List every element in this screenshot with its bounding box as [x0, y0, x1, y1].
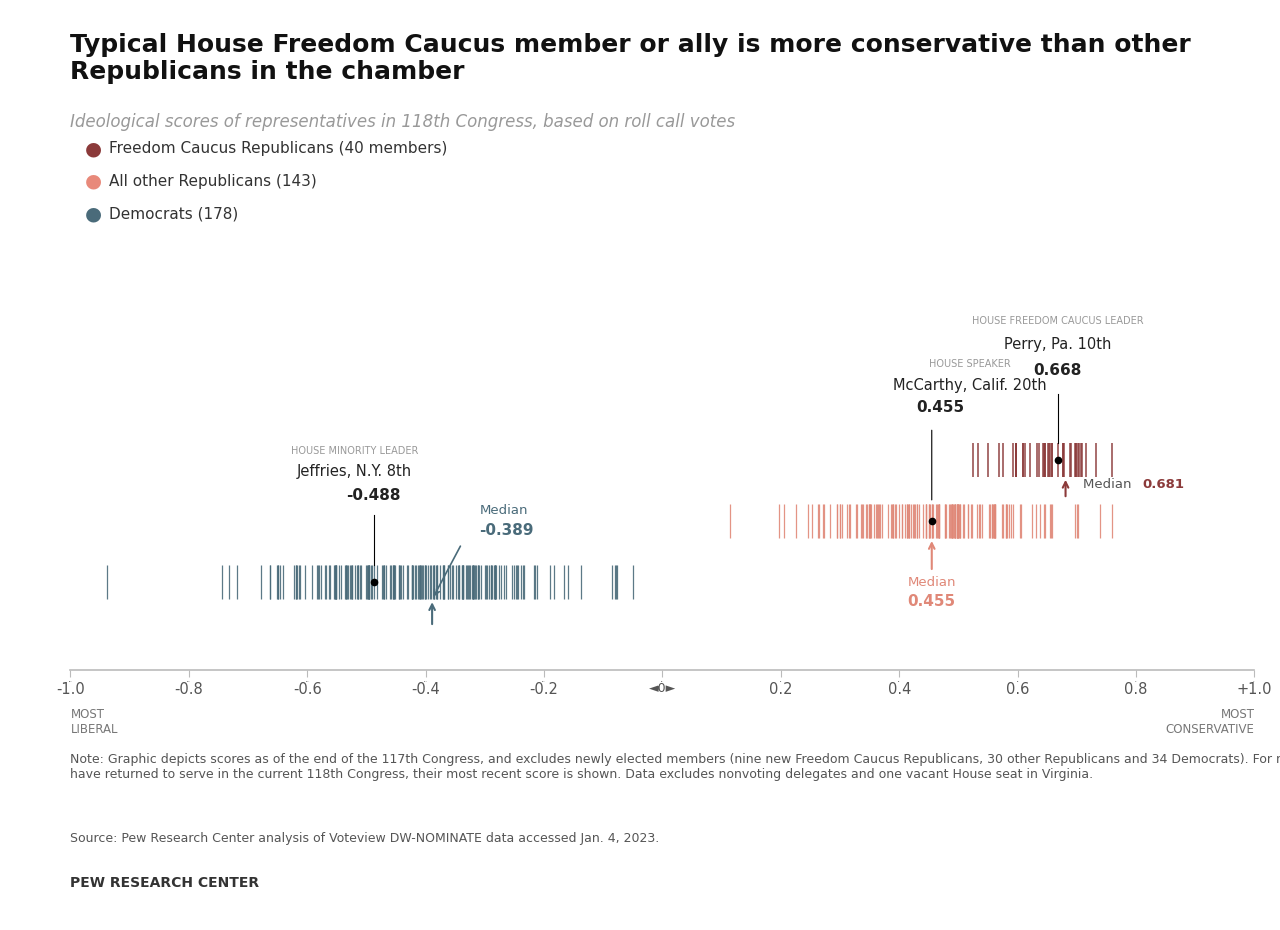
Text: 0.455: 0.455	[916, 400, 965, 415]
Text: ●: ●	[84, 172, 102, 191]
Text: -1.0: -1.0	[56, 683, 84, 698]
Text: MOST
CONSERVATIVE: MOST CONSERVATIVE	[1166, 708, 1254, 736]
Text: McCarthy, Calif. 20th: McCarthy, Calif. 20th	[893, 378, 1047, 392]
Text: Median: Median	[480, 504, 527, 517]
Text: -0.4: -0.4	[411, 683, 440, 698]
Text: Source: Pew Research Center analysis of Voteview DW-NOMINATE data accessed Jan. : Source: Pew Research Center analysis of …	[70, 832, 659, 845]
Text: ◄0►: ◄0►	[649, 683, 676, 696]
Text: ●: ●	[84, 205, 102, 223]
Text: MOST
LIBERAL: MOST LIBERAL	[70, 708, 118, 736]
Text: HOUSE SPEAKER: HOUSE SPEAKER	[929, 359, 1011, 369]
Text: PEW RESEARCH CENTER: PEW RESEARCH CENTER	[70, 876, 260, 890]
Text: -0.389: -0.389	[480, 523, 534, 538]
Text: -0.488: -0.488	[347, 487, 401, 503]
Text: Ideological scores of representatives in 118th Congress, based on roll call vote: Ideological scores of representatives in…	[70, 113, 736, 131]
Text: Note: Graphic depicts scores as of the end of the 117th Congress, and excludes n: Note: Graphic depicts scores as of the e…	[70, 753, 1280, 781]
Text: 0.2: 0.2	[769, 683, 792, 698]
Text: -0.6: -0.6	[293, 683, 321, 698]
Text: Freedom Caucus Republicans (40 members): Freedom Caucus Republicans (40 members)	[109, 141, 447, 156]
Text: 0.4: 0.4	[887, 683, 911, 698]
Text: 0.455: 0.455	[908, 594, 956, 609]
Text: +1.0: +1.0	[1236, 683, 1272, 698]
Text: All other Republicans (143): All other Republicans (143)	[109, 174, 316, 189]
Text: Median: Median	[1083, 478, 1137, 491]
Text: 0.668: 0.668	[1034, 364, 1082, 379]
Text: -0.2: -0.2	[530, 683, 558, 698]
Text: Perry, Pa. 10th: Perry, Pa. 10th	[1005, 338, 1111, 352]
Text: Typical House Freedom Caucus member or ally is more conservative than other
Repu: Typical House Freedom Caucus member or a…	[70, 33, 1192, 85]
Text: 0.681: 0.681	[1143, 478, 1184, 491]
Text: HOUSE MINORITY LEADER: HOUSE MINORITY LEADER	[291, 446, 419, 457]
Text: Democrats (178): Democrats (178)	[109, 206, 238, 221]
Text: Jeffries, N.Y. 8th: Jeffries, N.Y. 8th	[297, 464, 412, 480]
Text: Median: Median	[908, 576, 956, 589]
Text: HOUSE FREEDOM CAUCUS LEADER: HOUSE FREEDOM CAUCUS LEADER	[972, 316, 1143, 326]
Text: 0.8: 0.8	[1124, 683, 1148, 698]
Text: ●: ●	[84, 140, 102, 158]
Text: 0.6: 0.6	[1006, 683, 1029, 698]
Text: -0.8: -0.8	[174, 683, 204, 698]
